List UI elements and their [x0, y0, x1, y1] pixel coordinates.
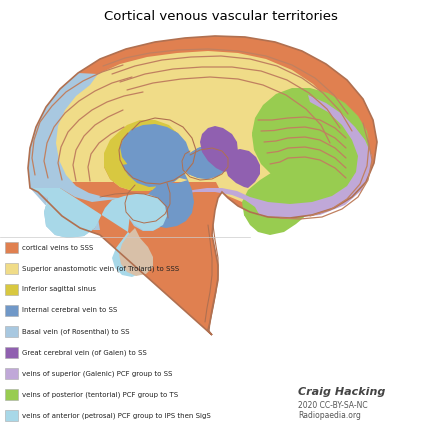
Polygon shape: [51, 51, 345, 206]
Text: veins of superior (Galenic) PCF group to SS: veins of superior (Galenic) PCF group to…: [22, 370, 172, 377]
Text: Craig Hacking: Craig Hacking: [298, 387, 385, 397]
Polygon shape: [120, 124, 230, 228]
Text: Inferior sagittal sinus: Inferior sagittal sinus: [22, 286, 96, 293]
Bar: [5, 305, 18, 316]
Text: Cortical venous vascular territories: Cortical venous vascular territories: [104, 9, 338, 23]
Polygon shape: [200, 126, 238, 172]
Polygon shape: [104, 120, 184, 191]
Text: Great cerebral vein (of Galen) to SS: Great cerebral vein (of Galen) to SS: [22, 349, 147, 356]
Polygon shape: [28, 73, 167, 238]
Bar: [5, 347, 18, 358]
Bar: [5, 326, 18, 337]
Polygon shape: [181, 145, 230, 179]
Text: Radiopaedia.org: Radiopaedia.org: [298, 411, 361, 419]
Text: 2020 CC-BY-SA-NC: 2020 CC-BY-SA-NC: [298, 400, 368, 409]
Polygon shape: [175, 95, 372, 218]
Bar: [5, 368, 18, 379]
Bar: [5, 389, 18, 400]
Text: veins of anterior (petrosal) PCF group to IPS then SigS: veins of anterior (petrosal) PCF group t…: [22, 412, 211, 419]
Text: Internal cerebral vein to SS: Internal cerebral vein to SS: [22, 308, 117, 313]
Polygon shape: [242, 88, 370, 228]
Text: veins of posterior (tentorial) PCF group to TS: veins of posterior (tentorial) PCF group…: [22, 391, 178, 398]
Bar: [5, 263, 18, 274]
Polygon shape: [119, 228, 153, 276]
Text: Basal vein (of Rosenthal) to SS: Basal vein (of Rosenthal) to SS: [22, 328, 130, 335]
Polygon shape: [244, 95, 360, 235]
Polygon shape: [225, 149, 260, 188]
Polygon shape: [28, 36, 377, 335]
Polygon shape: [30, 188, 167, 277]
Bar: [5, 284, 18, 295]
Bar: [5, 242, 18, 253]
Text: cortical veins to SSS: cortical veins to SSS: [22, 244, 93, 251]
Bar: [5, 410, 18, 421]
Text: Superior anastomotic vein (of Trolard) to SSS: Superior anastomotic vein (of Trolard) t…: [22, 265, 179, 272]
